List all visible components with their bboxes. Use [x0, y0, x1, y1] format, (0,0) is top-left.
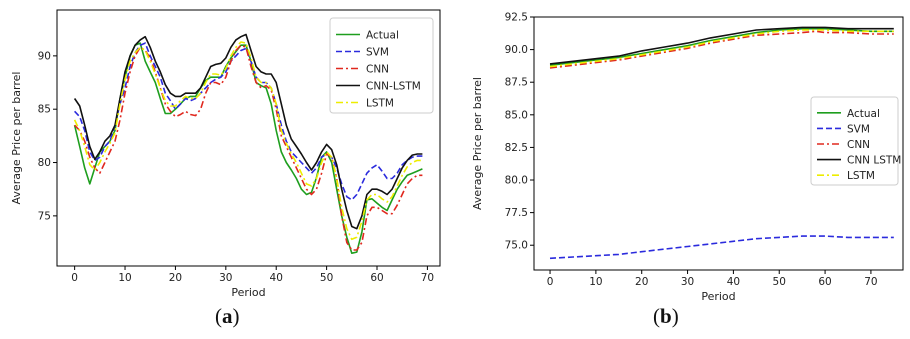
x-tick-label: 10: [118, 272, 131, 284]
x-tick-label: 70: [421, 272, 434, 284]
plot-frame: [533, 16, 904, 271]
x-tick-label: 30: [681, 276, 694, 288]
series-line-cnn: [74, 44, 423, 251]
x-tick-label: 30: [219, 272, 232, 284]
chart-a: 0 10 20 30 40 50 60 70 75 80 85 90 Period Average Pri…: [10, 9, 441, 299]
x-axis-label: Period: [231, 286, 265, 299]
y-tick-label: 80: [38, 157, 51, 169]
series-line-cnn-lstm: [73, 33, 423, 230]
series-line-svm: [549, 235, 894, 260]
x-tick-label: 60: [818, 276, 831, 288]
caption-b: (b): [653, 304, 679, 328]
legend-label: CNN: [366, 64, 389, 76]
legend: Actual SVM CNN CNN-LSTM LSTM: [329, 17, 434, 114]
x-tick-label: 50: [320, 272, 333, 284]
legend-label: Actual: [366, 30, 399, 42]
legend-label: CNN-LSTM: [366, 81, 421, 93]
x-tick-label: 10: [589, 276, 602, 288]
y-tick-label: 87.5: [505, 77, 528, 89]
legend-label: SVM: [366, 47, 389, 59]
x-tick-label: 40: [727, 276, 740, 288]
legend: Actual SVM CNN CNN LSTM LSTM: [810, 96, 901, 186]
legend-label: LSTM: [366, 98, 394, 110]
legend-box: [329, 17, 434, 114]
series-line-lstm: [73, 41, 423, 241]
chart-b: 0 10 20 30 40 50 60 70 75.0 77.5 80.0 82.5 85.0 87.5 9…: [471, 12, 904, 300]
x-tick-label: 50: [773, 276, 786, 288]
legend-label: SVM: [847, 123, 870, 135]
y-tick-label: 85.0: [505, 109, 528, 121]
y-tick-label: 90: [38, 50, 51, 62]
x-tick-label: 20: [635, 276, 648, 288]
x-tick-label: 70: [864, 276, 877, 288]
y-tick-label: 90.0: [505, 44, 528, 56]
y-tick-label: 80.0: [505, 175, 528, 187]
x-tick-label: 40: [270, 272, 283, 284]
y-tick-label: 92.5: [505, 12, 528, 24]
legend-label: CNN: [847, 139, 870, 151]
plot-frame: [56, 9, 441, 267]
y-tick-label: 75.0: [505, 240, 528, 252]
series-line-actual: [549, 27, 894, 67]
legend-label: Actual: [847, 108, 880, 120]
y-tick-label: 77.5: [505, 207, 528, 219]
legend-box: [810, 96, 899, 186]
y-tick-label: 75: [38, 210, 51, 222]
series-line-cnn-lstm: [549, 26, 894, 65]
y-tick-label: 85: [38, 104, 51, 116]
x-tick-label: 20: [169, 272, 182, 284]
x-tick-label: 0: [547, 276, 554, 288]
legend-label: CNN LSTM: [847, 155, 901, 167]
x-tick-label: 0: [71, 272, 78, 284]
caption-a: (a): [215, 304, 240, 328]
y-axis-label: Average Price per barrel: [471, 77, 484, 210]
legend-label: LSTM: [847, 170, 875, 182]
y-tick-label: 82.5: [505, 142, 528, 154]
x-axis-label: Period: [701, 290, 735, 300]
x-tick-label: 60: [370, 272, 383, 284]
series-line-cnn: [549, 30, 894, 69]
series-line-lstm: [549, 29, 894, 68]
y-axis-label: Average Price per barrel: [10, 72, 23, 205]
